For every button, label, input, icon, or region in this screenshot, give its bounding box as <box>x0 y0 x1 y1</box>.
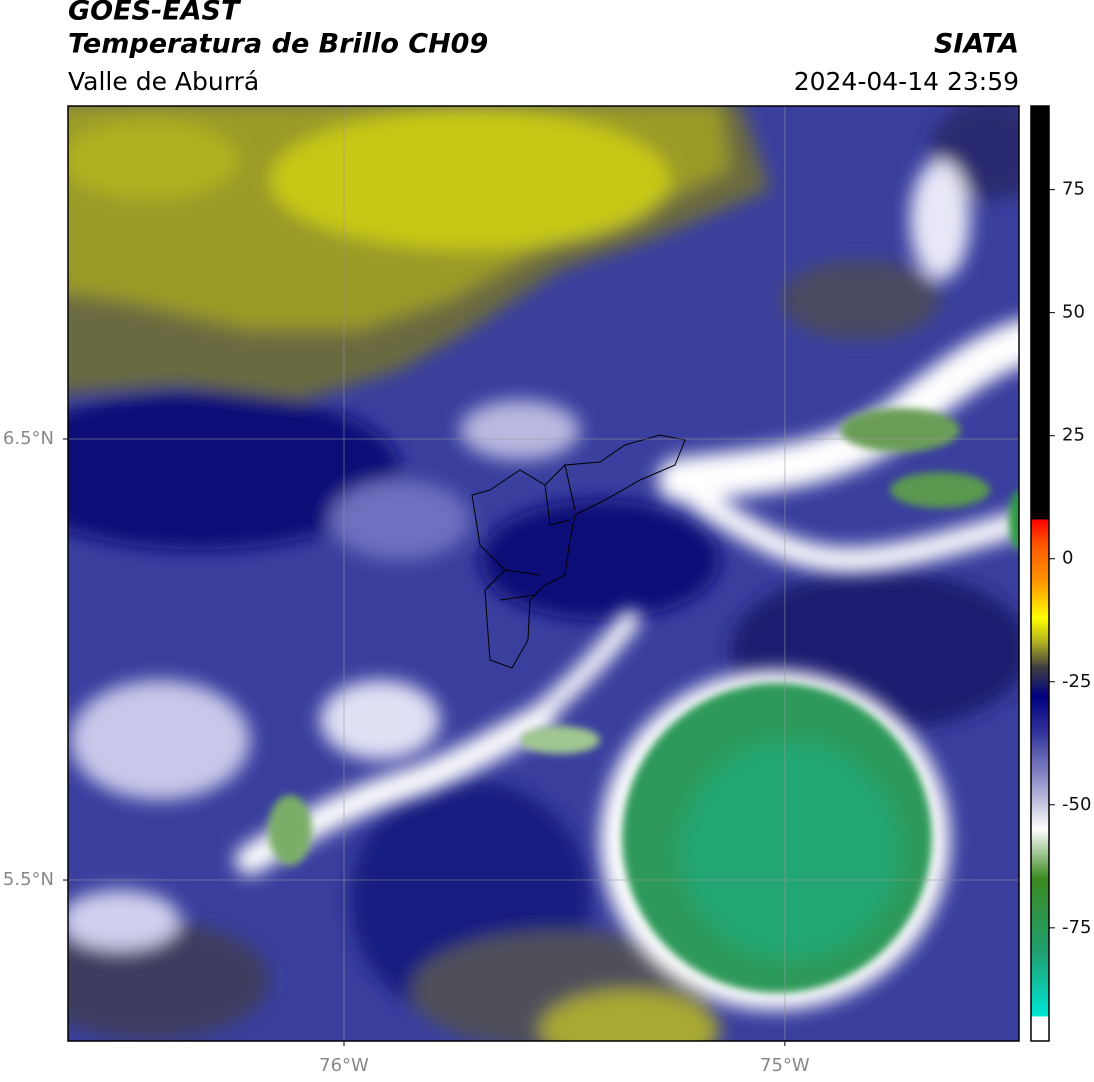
y-tick-label: 6.5°N <box>3 428 54 449</box>
map-frame <box>67 105 1020 1042</box>
x-tick-label: 76°W <box>319 1055 369 1076</box>
satellite-image <box>68 106 1019 1041</box>
colorbar <box>1030 105 1050 1042</box>
title: GOES-EAST <box>68 0 242 27</box>
x-tick-label: 75°W <box>760 1055 810 1076</box>
subtitle: Temperatura de Brillo CH09 <box>68 29 488 60</box>
colorbar-tick-label: -50 <box>1062 794 1091 815</box>
colorbar-tick-label: 75 <box>1062 179 1085 200</box>
colorbar-tick-label: 50 <box>1062 302 1085 323</box>
colorbar-tick-label: -25 <box>1062 671 1091 692</box>
colorbar-tick-label: 25 <box>1062 425 1085 446</box>
source: SIATA <box>934 29 1019 60</box>
region: Valle de Aburrá <box>68 67 259 96</box>
timestamp: 2024-04-14 23:59 <box>794 67 1019 96</box>
colorbar-tick-label: -75 <box>1062 917 1091 938</box>
colorbar-tick-label: 0 <box>1062 548 1073 569</box>
y-tick-label: 5.5°N <box>3 869 54 890</box>
